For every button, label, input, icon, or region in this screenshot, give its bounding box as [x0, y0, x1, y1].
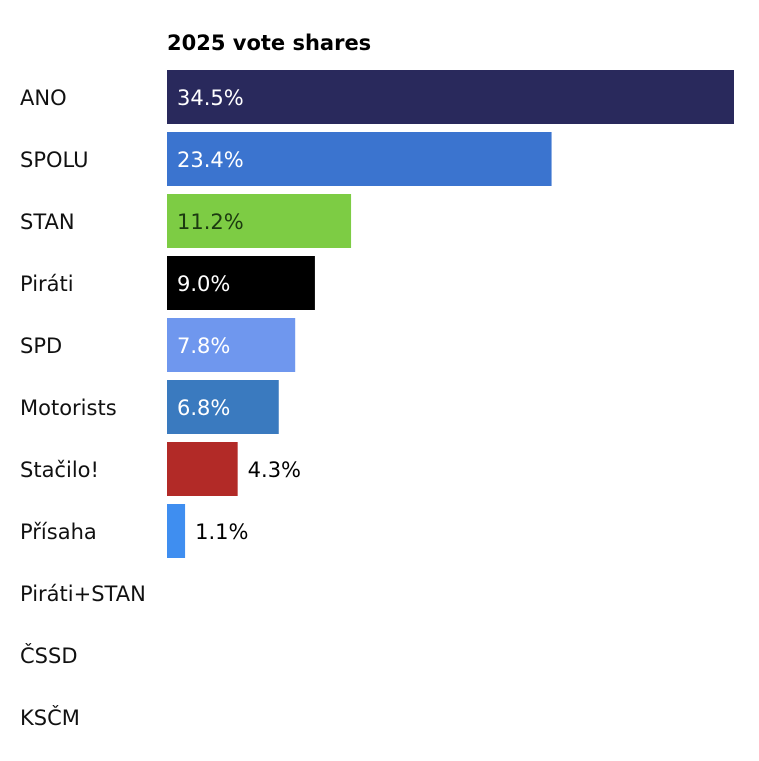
bar: [167, 504, 186, 558]
chart-title: 2025 vote shares: [167, 31, 371, 55]
data-label: 7.8%: [177, 334, 230, 358]
bar: [167, 442, 238, 496]
category-label: ČSSD: [20, 643, 78, 668]
category-label: Přísaha: [20, 520, 97, 544]
category-label: Piráti+STAN: [20, 582, 146, 606]
bar: [167, 256, 315, 310]
category-label: Piráti: [20, 272, 74, 296]
data-label: 11.2%: [177, 210, 244, 234]
bar: [167, 132, 552, 186]
bar: [167, 70, 734, 124]
bar: [167, 194, 352, 248]
data-label: 6.8%: [177, 396, 230, 420]
bar: [167, 318, 296, 372]
category-label: Motorists: [20, 396, 117, 420]
data-label: 23.4%: [177, 148, 244, 172]
data-label: 1.1%: [195, 520, 248, 544]
data-label: 34.5%: [177, 86, 244, 110]
data-label: 4.3%: [248, 458, 301, 482]
category-label: STAN: [20, 210, 75, 234]
category-label: KSČM: [20, 705, 80, 730]
category-label: ANO: [20, 86, 67, 110]
data-label: 9.0%: [177, 272, 230, 296]
category-label: SPD: [20, 334, 62, 358]
bar: [167, 380, 279, 434]
category-label: Stačilo!: [20, 458, 99, 482]
category-label: SPOLU: [20, 148, 89, 172]
